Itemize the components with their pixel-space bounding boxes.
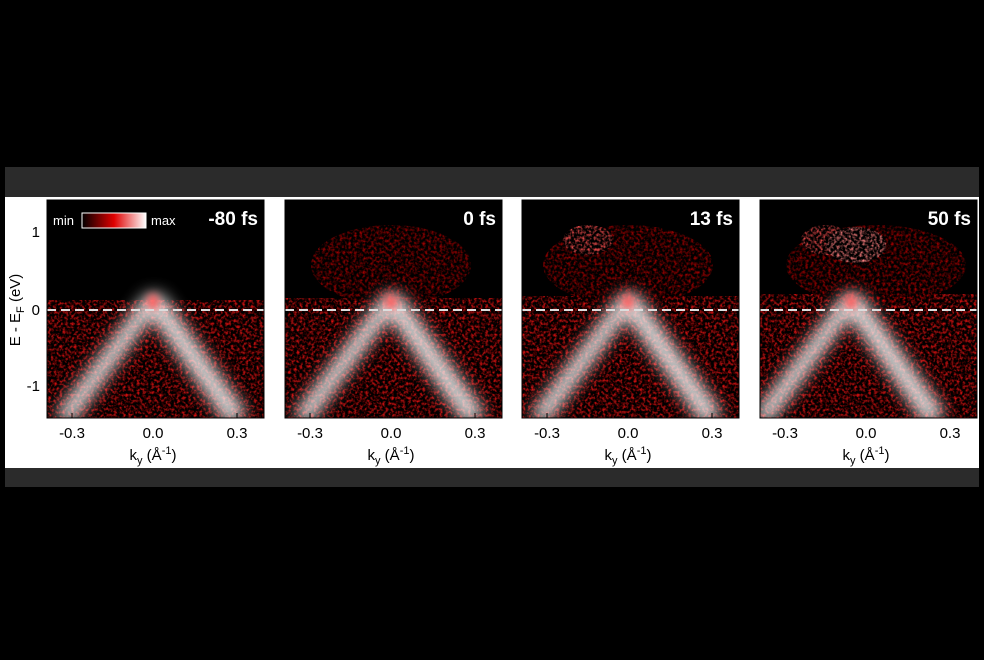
x-label-close: ): [409, 447, 414, 464]
x-label-unit: (Å: [618, 447, 637, 464]
branch: [619, 293, 722, 418]
x-label-close: ): [171, 447, 176, 464]
x-axis-label: ky (Å-1): [605, 445, 652, 467]
x-axis-label: ky (Å-1): [843, 445, 890, 467]
y-axis-label: E - EF (eV): [7, 274, 27, 347]
x-tick-label: 0.0: [618, 425, 639, 442]
branch: [293, 294, 399, 418]
y-tick-label: -1: [27, 378, 40, 395]
branch: [530, 294, 636, 418]
x-tick-label: 0.3: [940, 425, 961, 442]
x-label-unit: (Å: [143, 447, 162, 464]
apex-glow: [622, 294, 634, 310]
x-axis-label: ky (Å-1): [368, 445, 415, 467]
excited-lobe: [826, 227, 886, 263]
x-axis-label: ky (Å-1): [130, 445, 177, 467]
x-label-main: k: [843, 447, 851, 464]
excited-lobe: [563, 225, 613, 255]
x-tick-label: 0.3: [702, 425, 723, 442]
x-label-main: k: [130, 447, 138, 464]
panel-label: 0 fs: [463, 209, 496, 230]
branch: [842, 293, 945, 418]
x-label-unit: (Å: [381, 447, 400, 464]
panel: 0 fs -0.3 0.0 0.3 ky (Å-1): [284, 199, 503, 467]
panel-border: [46, 199, 265, 419]
x-label-main: k: [368, 447, 376, 464]
x-tick-label: -0.3: [59, 425, 85, 442]
x-tick-label: -0.3: [772, 425, 798, 442]
x-tick-label: -0.3: [534, 425, 560, 442]
panel-border: [284, 199, 503, 419]
branch: [144, 293, 247, 418]
x-label-sub: y: [137, 455, 143, 467]
colorbar: [81, 212, 147, 229]
x-label-sub: y: [375, 455, 381, 467]
spectrum: [522, 225, 739, 418]
panel: 13 fs -0.3 0.0 0.3 ky (Å-1): [521, 199, 740, 467]
apex-glow: [147, 294, 159, 310]
branch: [382, 293, 485, 418]
panel-border: [521, 199, 740, 419]
y-tick-label: 1: [32, 224, 40, 241]
x-label-sub: y: [850, 455, 856, 467]
panel-border: [759, 199, 978, 419]
x-label-sup: -1: [637, 445, 647, 457]
x-label-close: ): [884, 447, 889, 464]
colorbar-min: min: [53, 213, 74, 228]
x-label-sub: y: [612, 455, 618, 467]
panel: 50 fs -0.3 0.0 0.3 ky (Å-1): [759, 199, 978, 467]
x-tick-label: 0.3: [227, 425, 248, 442]
spectrum: [760, 225, 977, 418]
branch: [55, 294, 161, 418]
spectrum: [47, 293, 264, 418]
apex-glow: [845, 294, 857, 310]
x-label-unit: (Å: [856, 447, 875, 464]
panel-label: 50 fs: [928, 209, 971, 230]
x-tick-label: 0.0: [856, 425, 877, 442]
x-tick-label: 0.0: [381, 425, 402, 442]
x-tick-label: 0.0: [143, 425, 164, 442]
x-label-main: k: [605, 447, 613, 464]
colorbar-max: max: [151, 213, 176, 228]
excited-cloud: [311, 225, 471, 305]
x-label-sup: -1: [400, 445, 410, 457]
panel-label: -80 fs: [208, 209, 258, 230]
panel-label: 13 fs: [690, 209, 733, 230]
y-tick-label: 0: [32, 302, 40, 319]
apex-glow: [385, 294, 397, 310]
x-label-sup: -1: [162, 445, 172, 457]
panel: -80 fs -0.3 0.0 0.3 ky (Å-1): [46, 199, 265, 467]
x-tick-label: -0.3: [297, 425, 323, 442]
x-tick-label: 0.3: [465, 425, 486, 442]
x-label-close: ): [646, 447, 651, 464]
branch: [760, 294, 859, 418]
x-label-sup: -1: [875, 445, 885, 457]
